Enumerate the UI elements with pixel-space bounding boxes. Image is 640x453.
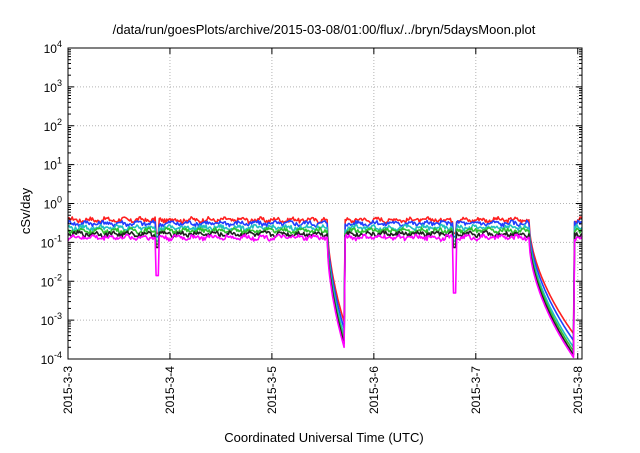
series-line bbox=[67, 226, 583, 352]
series-layer bbox=[67, 216, 583, 359]
plot-frame bbox=[67, 47, 583, 360]
series-line bbox=[67, 223, 583, 349]
y-tick-label-base: 10 bbox=[41, 314, 55, 328]
y-tick-label: 102 bbox=[44, 117, 62, 134]
y-tick-label-exponent: 4 bbox=[57, 39, 62, 49]
y-tick-label-exponent: -2 bbox=[54, 272, 62, 282]
y-tick-label-exponent: -3 bbox=[54, 311, 62, 321]
y-tick-label: 103 bbox=[44, 78, 62, 95]
y-tick-label-exponent: 0 bbox=[57, 195, 62, 205]
y-tick-label-base: 10 bbox=[44, 81, 58, 95]
y-tick-label-exponent: 2 bbox=[57, 117, 62, 127]
y-tick-label-exponent: 1 bbox=[57, 156, 62, 166]
y-axis-title: cSv/day bbox=[18, 187, 33, 234]
y-tick-label: 10-4 bbox=[41, 350, 62, 367]
x-tick-label: 2015-3-8 bbox=[571, 366, 585, 414]
y-tick-label: 100 bbox=[44, 195, 62, 212]
y-tick-label-exponent: 3 bbox=[57, 78, 62, 88]
x-tick-label: 2015-3-4 bbox=[163, 366, 177, 414]
y-tick-label-base: 10 bbox=[44, 159, 58, 173]
x-axis-ticks: 2015-3-3 2015-3-4 2015-3-5 2015-3-6 2015-3-7… bbox=[61, 48, 585, 414]
x-axis-title: Coordinated Universal Time (UTC) bbox=[224, 430, 423, 445]
y-tick-label-exponent: -4 bbox=[54, 350, 62, 360]
y-tick-label: 10-1 bbox=[41, 233, 62, 250]
grid bbox=[68, 48, 582, 359]
y-tick-label-base: 10 bbox=[41, 275, 55, 289]
y-tick-label: 10-2 bbox=[41, 272, 62, 289]
y-tick-label-base: 10 bbox=[44, 198, 58, 212]
series-line bbox=[67, 216, 583, 335]
y-tick-label-exponent: -1 bbox=[54, 233, 62, 243]
x-tick-label: 2015-3-3 bbox=[61, 366, 75, 414]
x-tick-label: 2015-3-6 bbox=[367, 366, 381, 414]
y-tick-label-base: 10 bbox=[44, 120, 58, 134]
y-tick-label: 101 bbox=[44, 156, 62, 173]
chart-title: /data/run/goesPlots/archive/2015-03-08/0… bbox=[113, 22, 536, 37]
x-tick-label: 2015-3-5 bbox=[265, 366, 279, 414]
x-tick-label: 2015-3-7 bbox=[469, 366, 483, 414]
y-tick-label: 104 bbox=[44, 39, 62, 56]
y-tick-label: 10-3 bbox=[41, 311, 62, 328]
series-line bbox=[67, 219, 583, 342]
series-line bbox=[67, 233, 583, 359]
y-tick-label-base: 10 bbox=[44, 42, 58, 56]
series-line bbox=[67, 230, 583, 356]
y-tick-label-base: 10 bbox=[41, 353, 55, 367]
y-tick-label-base: 10 bbox=[41, 236, 55, 250]
